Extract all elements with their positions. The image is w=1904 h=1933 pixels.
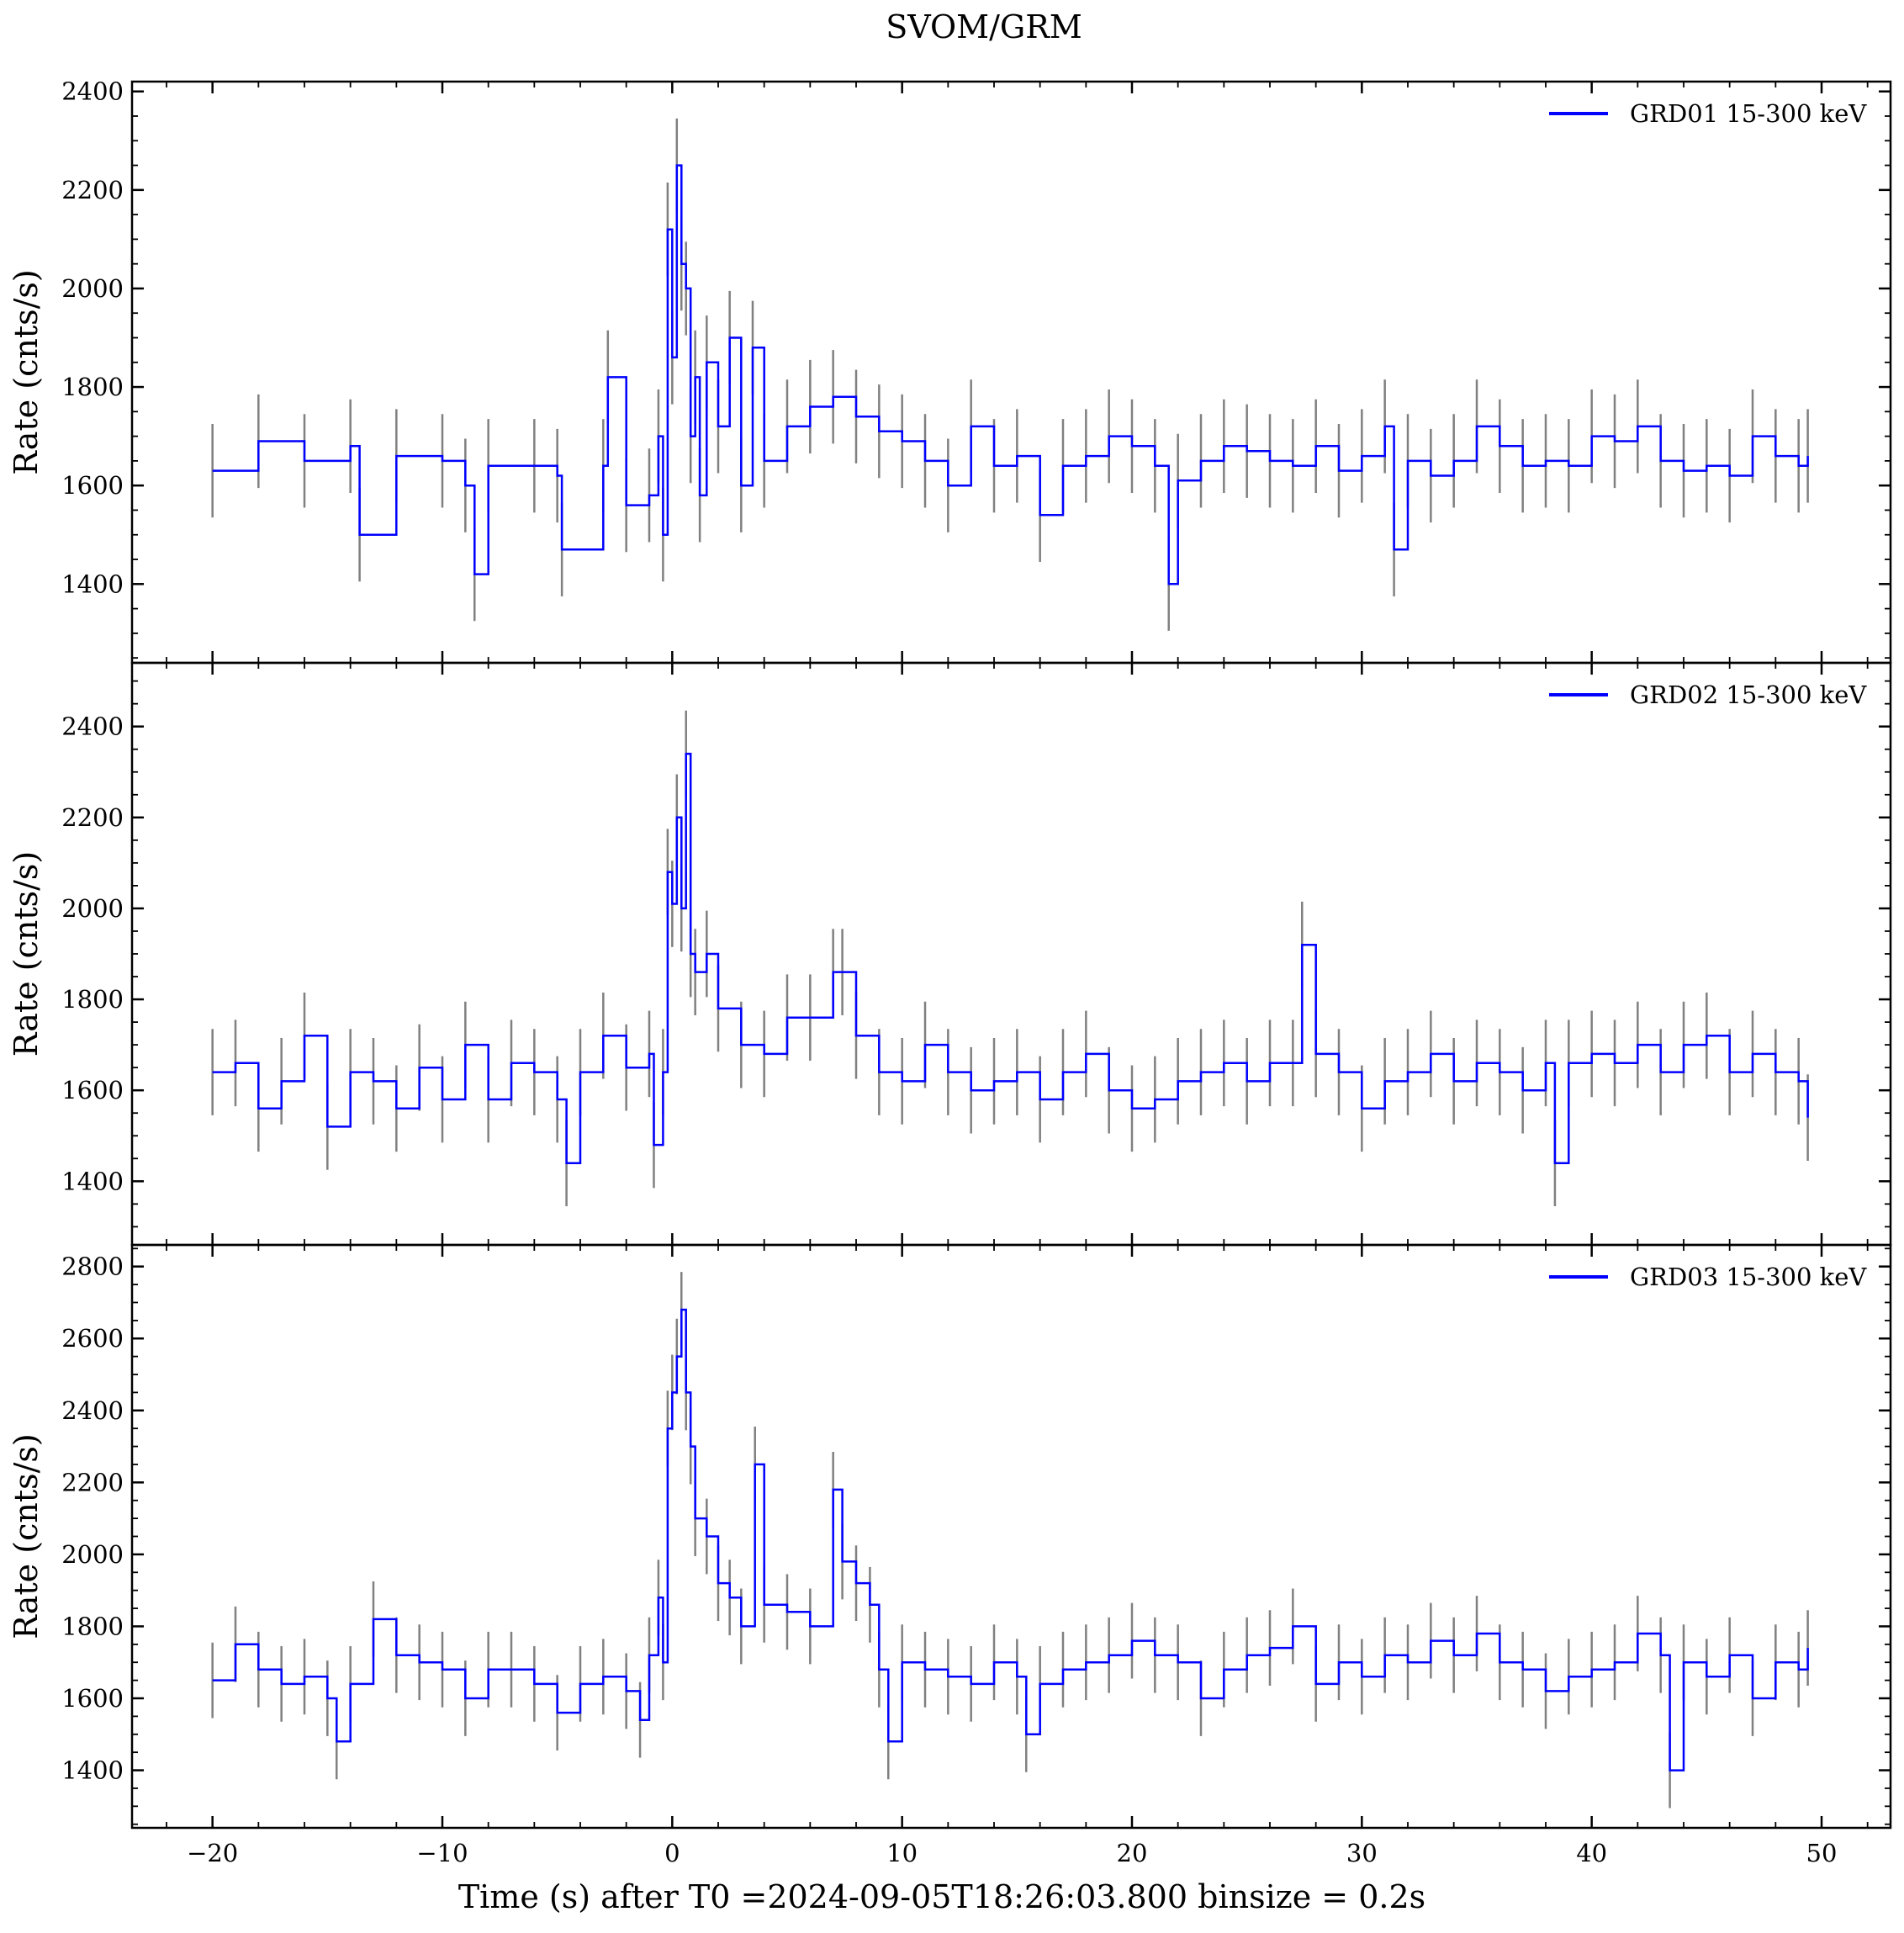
x-tick-label: 30: [1346, 1839, 1378, 1867]
series-bottom-0: [213, 1272, 1808, 1808]
x-tick-label: 20: [1117, 1839, 1148, 1867]
axes-frame: [132, 82, 1891, 663]
y-tick-label: 1600: [61, 471, 124, 500]
y-tick-label: 1400: [61, 569, 124, 598]
legend-label: GRD02 15-300 keV: [1630, 681, 1867, 709]
x-tick-label: 10: [886, 1839, 918, 1867]
panel-middle: GRD02 15-300 keV 1400 1600 1800 2000 2200 2400…: [8, 663, 1891, 1245]
series-middle-0: [213, 711, 1808, 1206]
y-tick-label: 2600: [61, 1324, 124, 1353]
x-tick-label: 0: [664, 1839, 680, 1867]
y-axis-label: Rate (cnts/s): [8, 851, 45, 1057]
y-axis-label: Rate (cnts/s): [8, 1433, 45, 1639]
x-tick-label: −10: [416, 1839, 468, 1867]
y-tick-label: 2000: [61, 894, 124, 923]
series-line: [213, 166, 1808, 585]
series-top-0: [213, 119, 1808, 631]
panel-top: GRD01 15-300 keV 1400 1600 1800 2000 2200 2400…: [8, 77, 1891, 663]
series-line: [213, 754, 1808, 1163]
y-tick-label: 1800: [61, 373, 124, 401]
y-tick-label: 2200: [61, 1468, 124, 1496]
y-tick-label: 1800: [61, 985, 124, 1014]
y-tick-label: 2800: [61, 1252, 124, 1281]
y-tick-label: 1600: [61, 1076, 124, 1104]
y-tick-label: 2400: [61, 1396, 124, 1425]
legend-label: GRD01 15-300 keV: [1630, 99, 1867, 128]
legend: GRD02 15-300 keV: [1549, 681, 1867, 709]
y-tick-label: 2000: [61, 274, 124, 303]
error-bars: [213, 1272, 1808, 1808]
x-tick-label: −20: [187, 1839, 238, 1867]
legend: GRD01 15-300 keV: [1549, 99, 1867, 128]
y-tick-label: 2400: [61, 712, 124, 741]
y-axis-label: Rate (cnts/s): [8, 269, 45, 474]
y-tick-label: 2400: [61, 77, 124, 106]
x-axis-label: Time (s) after T0 =2024-09-05T18:26:03.8…: [458, 1878, 1425, 1915]
y-tick-label: 1600: [61, 1684, 124, 1713]
axes-frame: [132, 663, 1891, 1245]
x-tick-label: 50: [1806, 1839, 1838, 1867]
y-tick-label: 1800: [61, 1612, 124, 1640]
error-bars: [213, 119, 1808, 631]
legend: GRD03 15-300 keV: [1549, 1263, 1867, 1291]
y-tick-label: 1400: [61, 1167, 124, 1195]
y-tick-label: 1400: [61, 1756, 124, 1785]
y-tick-label: 2200: [61, 803, 124, 832]
panel-bottom: GRD03 15-300 keV 1400 1600 1800 2000 2200 2400…: [8, 1245, 1891, 1867]
y-tick-label: 2200: [61, 176, 124, 204]
x-tick-label: 40: [1576, 1839, 1607, 1867]
y-tick-label: 2000: [61, 1540, 124, 1569]
legend-label: GRD03 15-300 keV: [1630, 1263, 1867, 1291]
axes-frame: [132, 1245, 1891, 1828]
figure-title: SVOM/GRM: [886, 8, 1082, 45]
